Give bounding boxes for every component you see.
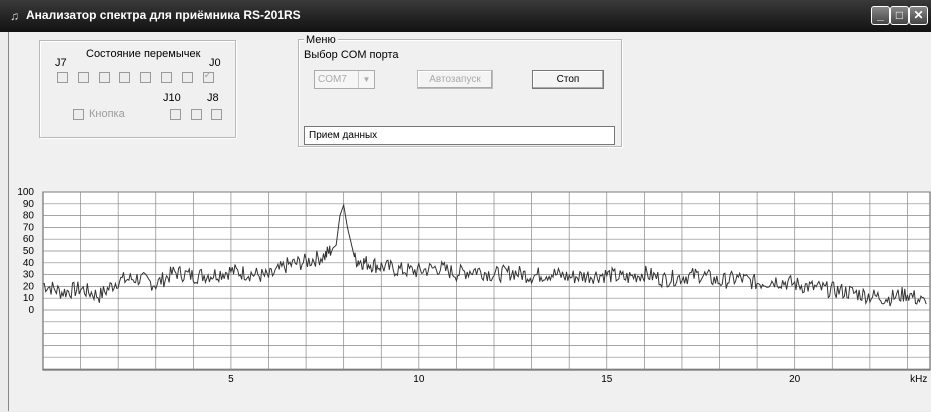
jumper-checkbox-1[interactable] [181,72,193,83]
y-tick-label: 60 [23,234,35,245]
x-tick-label: kHz [910,374,927,385]
y-tick-label: 10 [23,293,35,304]
y-tick-label: 30 [23,270,35,281]
autostart-button[interactable]: Автозапуск [417,70,493,89]
jumper-checkbox-6[interactable] [77,72,89,83]
button-label: Кнопка [89,108,125,120]
y-tick-label: 80 [23,211,35,222]
y-tick-label: 50 [23,246,35,257]
close-icon: ✕ [913,8,924,22]
y-tick-label: 40 [23,258,35,269]
com-port-value: COM7 [318,74,347,85]
close-button[interactable]: ✕ [909,6,928,25]
jumper-checkbox-4[interactable] [119,72,131,83]
jumper-checkbox-lower-0[interactable] [170,109,181,120]
jumper-checkbox-5[interactable] [98,72,110,83]
y-tick-label: 20 [23,281,35,292]
j10-label: J10 [163,92,181,104]
minimize-icon: _ [877,8,884,22]
button-checkbox[interactable] [73,109,84,120]
title-bar[interactable]: ♫ Анализатор спектра для приёмника RS-20… [0,0,931,32]
status-field: Прием данных [304,126,615,145]
maximize-icon: □ [895,8,904,22]
j0-label: J0 [209,57,221,69]
x-tick-label: 10 [413,374,425,385]
client-area: Состояние перемычек J7 J0 J10 J8 Кнопка … [8,32,931,411]
com-port-label: Выбор COM порта [304,49,399,61]
y-tick-label: 90 [23,199,35,210]
y-tick-label: 100 [17,187,34,198]
stop-button[interactable]: Стоп [532,70,604,89]
jumper-checkbox-7[interactable] [57,72,68,83]
jumper-checkbox-0[interactable] [202,70,214,83]
maximize-button[interactable]: □ [890,6,909,25]
j7-label: J7 [55,57,67,69]
x-tick-label: 15 [601,374,613,385]
y-tick-label: 70 [23,222,35,233]
jumper-checkbox-2[interactable] [161,72,172,83]
menu-group: Меню Выбор COM порта COM7 ▼ Автозапуск С… [298,34,622,147]
jumpers-title: Состояние перемычек [86,48,201,60]
com-port-select[interactable]: COM7 ▼ [314,70,375,89]
y-tick-label: 0 [28,305,34,316]
j8-label: J8 [207,92,219,104]
menu-title: Меню [304,34,338,46]
jumper-checkbox-lower-1[interactable] [190,109,202,120]
chevron-down-icon: ▼ [358,71,374,88]
app-icon: ♫ [10,9,19,23]
spectrum-series-line [42,203,927,307]
x-tick-label: 20 [789,374,801,385]
x-tick-label: 5 [228,374,234,385]
window-title: Анализатор спектра для приёмника RS-201R… [26,8,301,22]
jumper-checkbox-lower-2[interactable] [211,109,222,120]
minimize-button[interactable]: _ [871,6,890,25]
jumper-checkbox-3[interactable] [140,72,152,83]
jumpers-group: Состояние перемычек J7 J0 J10 J8 Кнопка [39,40,236,138]
